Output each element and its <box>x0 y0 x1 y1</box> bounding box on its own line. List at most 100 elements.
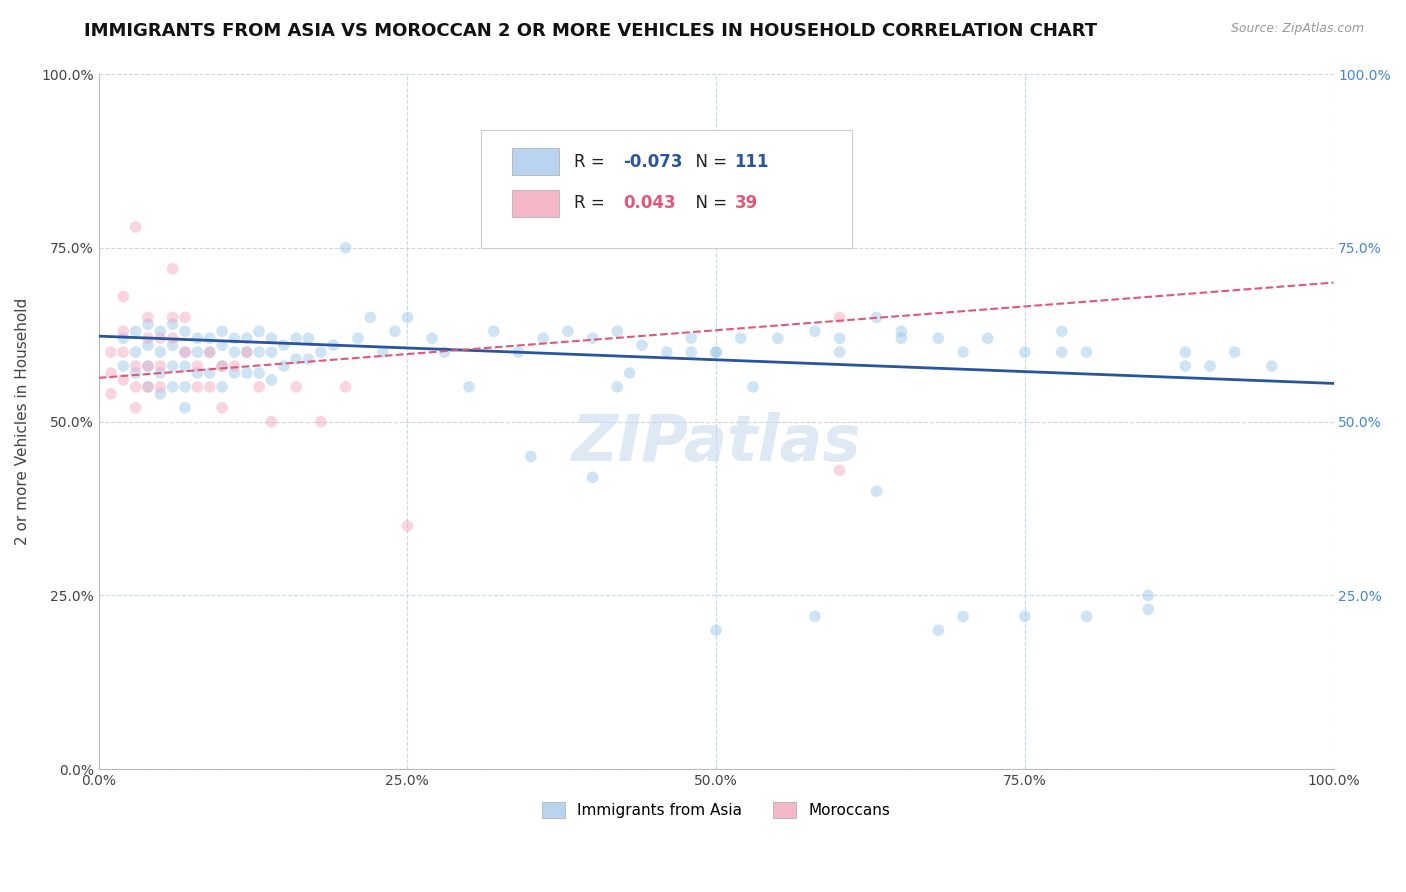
Point <box>224 331 246 345</box>
Point <box>198 345 221 359</box>
Point <box>704 345 727 359</box>
Point <box>112 345 135 359</box>
Text: IMMIGRANTS FROM ASIA VS MOROCCAN 2 OR MORE VEHICLES IN HOUSEHOLD CORRELATION CHA: IMMIGRANTS FROM ASIA VS MOROCCAN 2 OR MO… <box>84 22 1098 40</box>
Point <box>186 345 208 359</box>
Point <box>186 380 208 394</box>
Point <box>100 366 122 380</box>
Point <box>420 331 443 345</box>
Point <box>174 324 197 338</box>
Point <box>581 331 603 345</box>
Point <box>186 366 208 380</box>
Point <box>260 373 283 387</box>
Point <box>124 380 146 394</box>
Point <box>136 331 159 345</box>
Text: -0.073: -0.073 <box>623 153 683 170</box>
Point <box>112 359 135 373</box>
Point <box>865 310 887 325</box>
Point <box>927 331 949 345</box>
Point <box>1174 345 1197 359</box>
Text: 111: 111 <box>734 153 769 170</box>
Point <box>149 387 172 401</box>
Point <box>186 331 208 345</box>
Point <box>606 380 628 394</box>
Point <box>952 345 974 359</box>
Point <box>828 463 851 477</box>
Text: N =: N = <box>685 194 733 212</box>
Point <box>1261 359 1284 373</box>
Point <box>508 345 530 359</box>
Point <box>136 318 159 332</box>
Point <box>211 338 233 352</box>
Point <box>100 345 122 359</box>
Point <box>952 609 974 624</box>
Point <box>458 380 481 394</box>
Point <box>297 352 319 367</box>
Point <box>1014 345 1036 359</box>
Point <box>396 519 419 533</box>
Point <box>236 331 259 345</box>
Point <box>1137 589 1160 603</box>
Text: R =: R = <box>574 153 610 170</box>
Point <box>655 345 678 359</box>
Point <box>557 324 579 338</box>
Point <box>804 609 827 624</box>
Point <box>260 345 283 359</box>
Point <box>211 324 233 338</box>
Point <box>174 345 197 359</box>
Point <box>1199 359 1222 373</box>
Point <box>359 310 381 325</box>
Point <box>149 366 172 380</box>
Point <box>124 359 146 373</box>
Point <box>162 310 184 325</box>
Point <box>681 345 703 359</box>
Point <box>309 345 332 359</box>
Point <box>1137 602 1160 616</box>
Point <box>112 373 135 387</box>
Point <box>1050 324 1073 338</box>
Point <box>285 352 308 367</box>
Point <box>236 345 259 359</box>
Point <box>1076 345 1098 359</box>
Point <box>704 345 727 359</box>
Point <box>309 415 332 429</box>
Point <box>124 401 146 415</box>
FancyBboxPatch shape <box>481 129 852 248</box>
Point <box>136 338 159 352</box>
Point <box>112 324 135 338</box>
Point <box>581 470 603 484</box>
Point <box>198 345 221 359</box>
Point <box>100 387 122 401</box>
Point <box>211 401 233 415</box>
Text: Source: ZipAtlas.com: Source: ZipAtlas.com <box>1230 22 1364 36</box>
Point <box>136 380 159 394</box>
Point <box>828 331 851 345</box>
Point <box>224 366 246 380</box>
Point <box>124 345 146 359</box>
Point <box>112 289 135 303</box>
Point <box>384 324 406 338</box>
Point <box>198 380 221 394</box>
Point <box>247 366 270 380</box>
Point <box>828 345 851 359</box>
Point <box>224 345 246 359</box>
Point <box>211 380 233 394</box>
Legend: Immigrants from Asia, Moroccans: Immigrants from Asia, Moroccans <box>536 796 896 824</box>
Point <box>124 324 146 338</box>
Point <box>211 359 233 373</box>
Y-axis label: 2 or more Vehicles in Household: 2 or more Vehicles in Household <box>15 298 30 545</box>
Point <box>681 331 703 345</box>
Point <box>927 624 949 638</box>
Point <box>977 331 1000 345</box>
Point <box>766 151 789 165</box>
Point <box>149 380 172 394</box>
Point <box>335 380 357 394</box>
Point <box>865 484 887 499</box>
Point <box>482 324 505 338</box>
Point <box>162 318 184 332</box>
Point <box>730 331 752 345</box>
Point <box>335 241 357 255</box>
Text: N =: N = <box>685 153 733 170</box>
Point <box>260 331 283 345</box>
Point <box>531 331 554 345</box>
Point <box>297 331 319 345</box>
